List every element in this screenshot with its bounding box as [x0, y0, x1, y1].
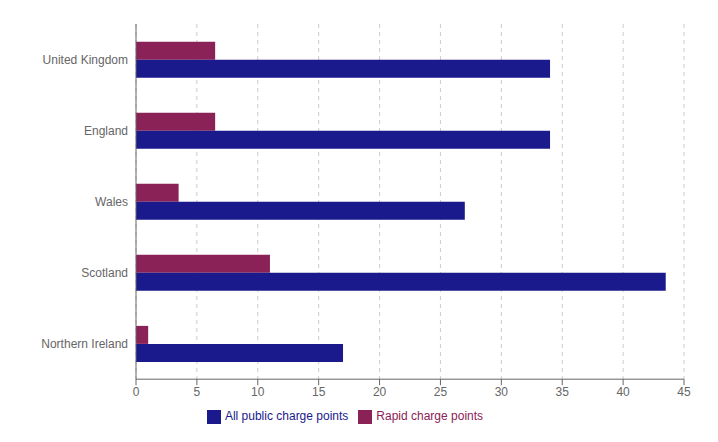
svg-text:0: 0	[133, 385, 140, 399]
svg-text:25: 25	[434, 385, 448, 399]
svg-text:30: 30	[495, 385, 509, 399]
svg-text:England: England	[84, 124, 128, 138]
svg-text:Northern Ireland: Northern Ireland	[41, 337, 128, 351]
svg-text:Scotland: Scotland	[81, 266, 128, 280]
svg-text:10: 10	[251, 385, 265, 399]
svg-text:5: 5	[194, 385, 201, 399]
svg-text:35: 35	[556, 385, 570, 399]
html-text:All public charge points: All public charge points	[224, 409, 349, 424]
svg-text:Wales: Wales	[95, 195, 128, 209]
svg-text:40: 40	[616, 385, 630, 399]
svg-text:United Kingdom: United Kingdom	[43, 53, 128, 67]
svg-text:15: 15	[312, 385, 326, 399]
svg-text:20: 20	[373, 385, 387, 399]
svg-text:45: 45	[677, 385, 691, 399]
html-text:Rapid charge points: Rapid charge points	[376, 409, 484, 424]
